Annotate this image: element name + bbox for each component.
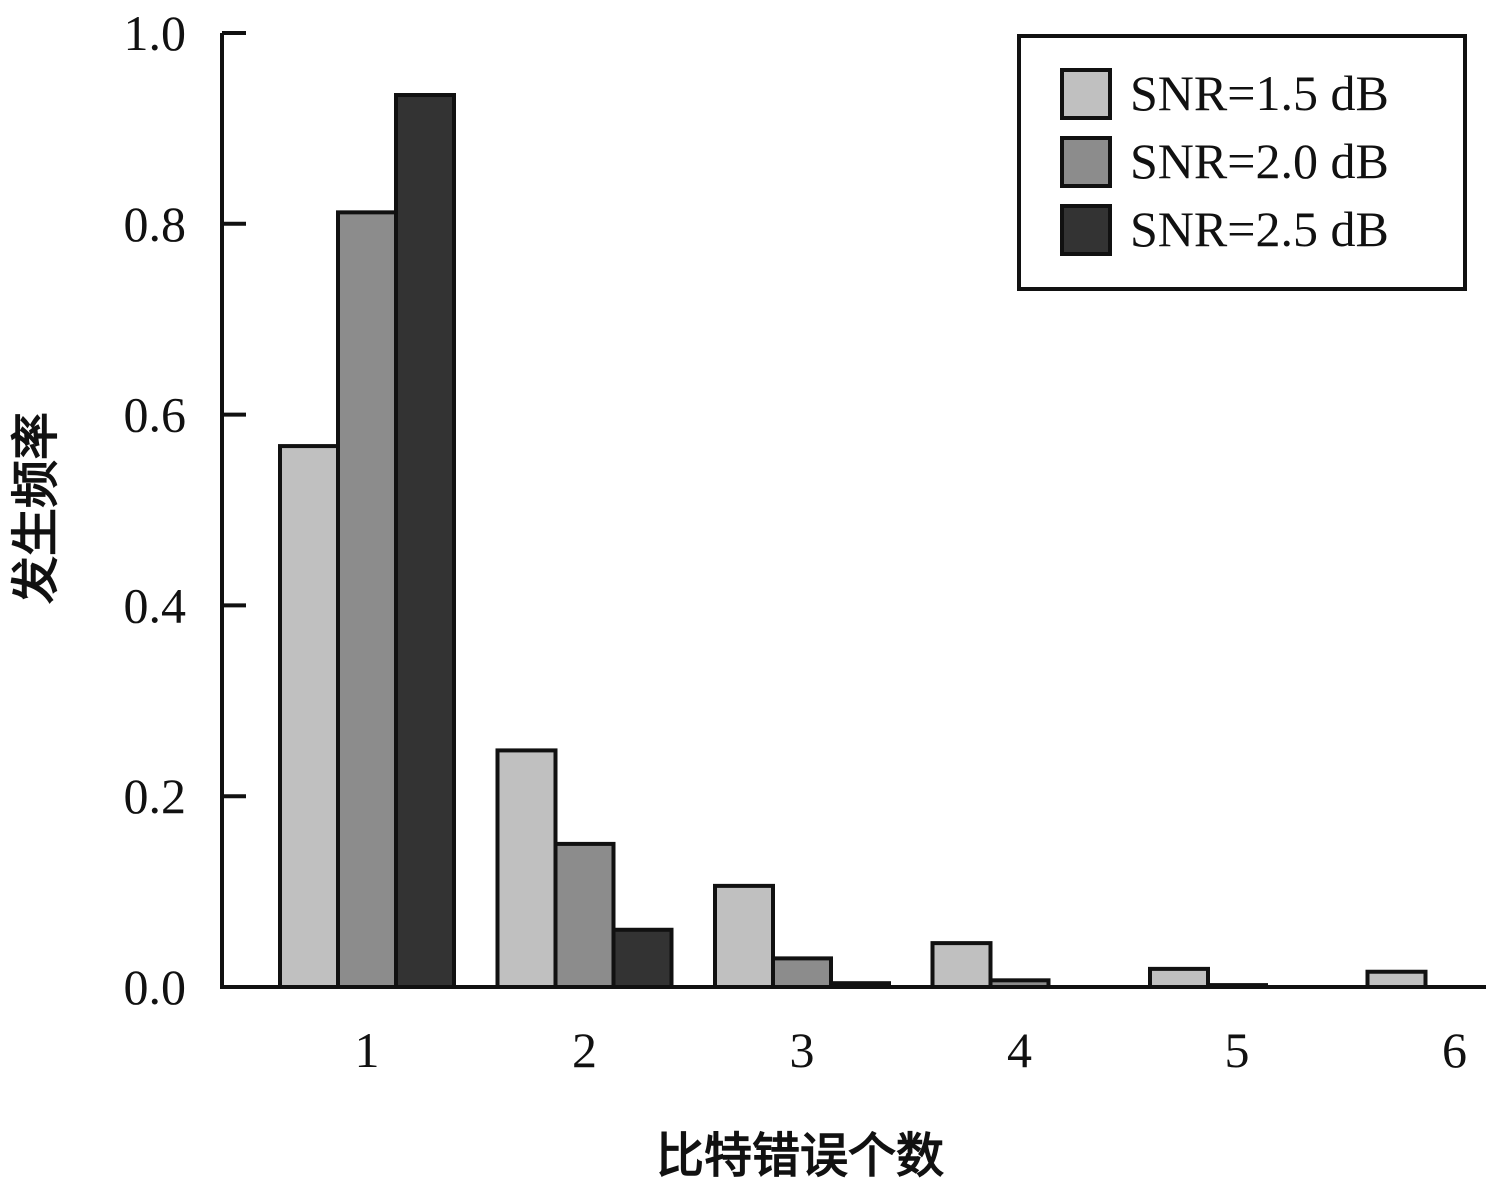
axes-layer <box>220 33 1486 989</box>
x-tick-label: 5 <box>1225 1022 1250 1078</box>
y-tick-label: 0.6 <box>124 387 187 443</box>
bar-2-series-1 <box>495 748 558 990</box>
bar-1-series-3 <box>394 93 456 989</box>
legend-swatch <box>1060 136 1112 188</box>
bar-6-series-1 <box>1365 969 1428 990</box>
legend: SNR=1.5 dB SNR=2.0 dB SNR=2.5 dB <box>1017 34 1467 291</box>
bar-1-series-2 <box>336 210 398 990</box>
legend-items: SNR=1.5 dB SNR=2.0 dB SNR=2.5 dB <box>1060 65 1389 257</box>
bar-3-series-1 <box>713 883 775 989</box>
x-tick-label: 1 <box>355 1022 380 1078</box>
x-tick-label: 2 <box>572 1022 597 1078</box>
legend-swatch <box>1060 204 1112 256</box>
y-tick-label: 0.8 <box>124 196 187 252</box>
legend-swatch <box>1060 68 1112 120</box>
bar-4-series-1 <box>930 941 993 990</box>
bar-1-series-1 <box>278 444 340 990</box>
y-tick-label: 0.4 <box>124 577 187 633</box>
x-tick-label: 4 <box>1007 1022 1032 1078</box>
y-tick-label: 0.2 <box>124 768 187 824</box>
x-axis-title: 比特错误个数 <box>656 1128 944 1184</box>
bars-layer <box>278 93 1428 990</box>
bar-3-series-2 <box>771 956 833 990</box>
bar-5-series-1 <box>1148 966 1210 990</box>
y-tick-label: 1.0 <box>124 5 187 61</box>
y-axis-title: 发生频率 <box>8 412 64 604</box>
bar-2-series-3 <box>611 927 674 990</box>
y-tick-label: 0.0 <box>124 959 187 1015</box>
x-ticks: 1 2 3 4 5 6 <box>355 1022 1468 1078</box>
x-tick-label: 3 <box>790 1022 815 1078</box>
legend-label: SNR=1.5 dB <box>1130 65 1389 121</box>
legend-label: SNR=2.0 dB <box>1130 133 1389 189</box>
x-tick-label: 6 <box>1442 1022 1467 1078</box>
y-ticks: 0.0 0.2 0.4 0.6 0.8 1.0 <box>124 5 246 1015</box>
legend-label: SNR=2.5 dB <box>1130 201 1389 257</box>
bar-2-series-2 <box>553 841 616 990</box>
